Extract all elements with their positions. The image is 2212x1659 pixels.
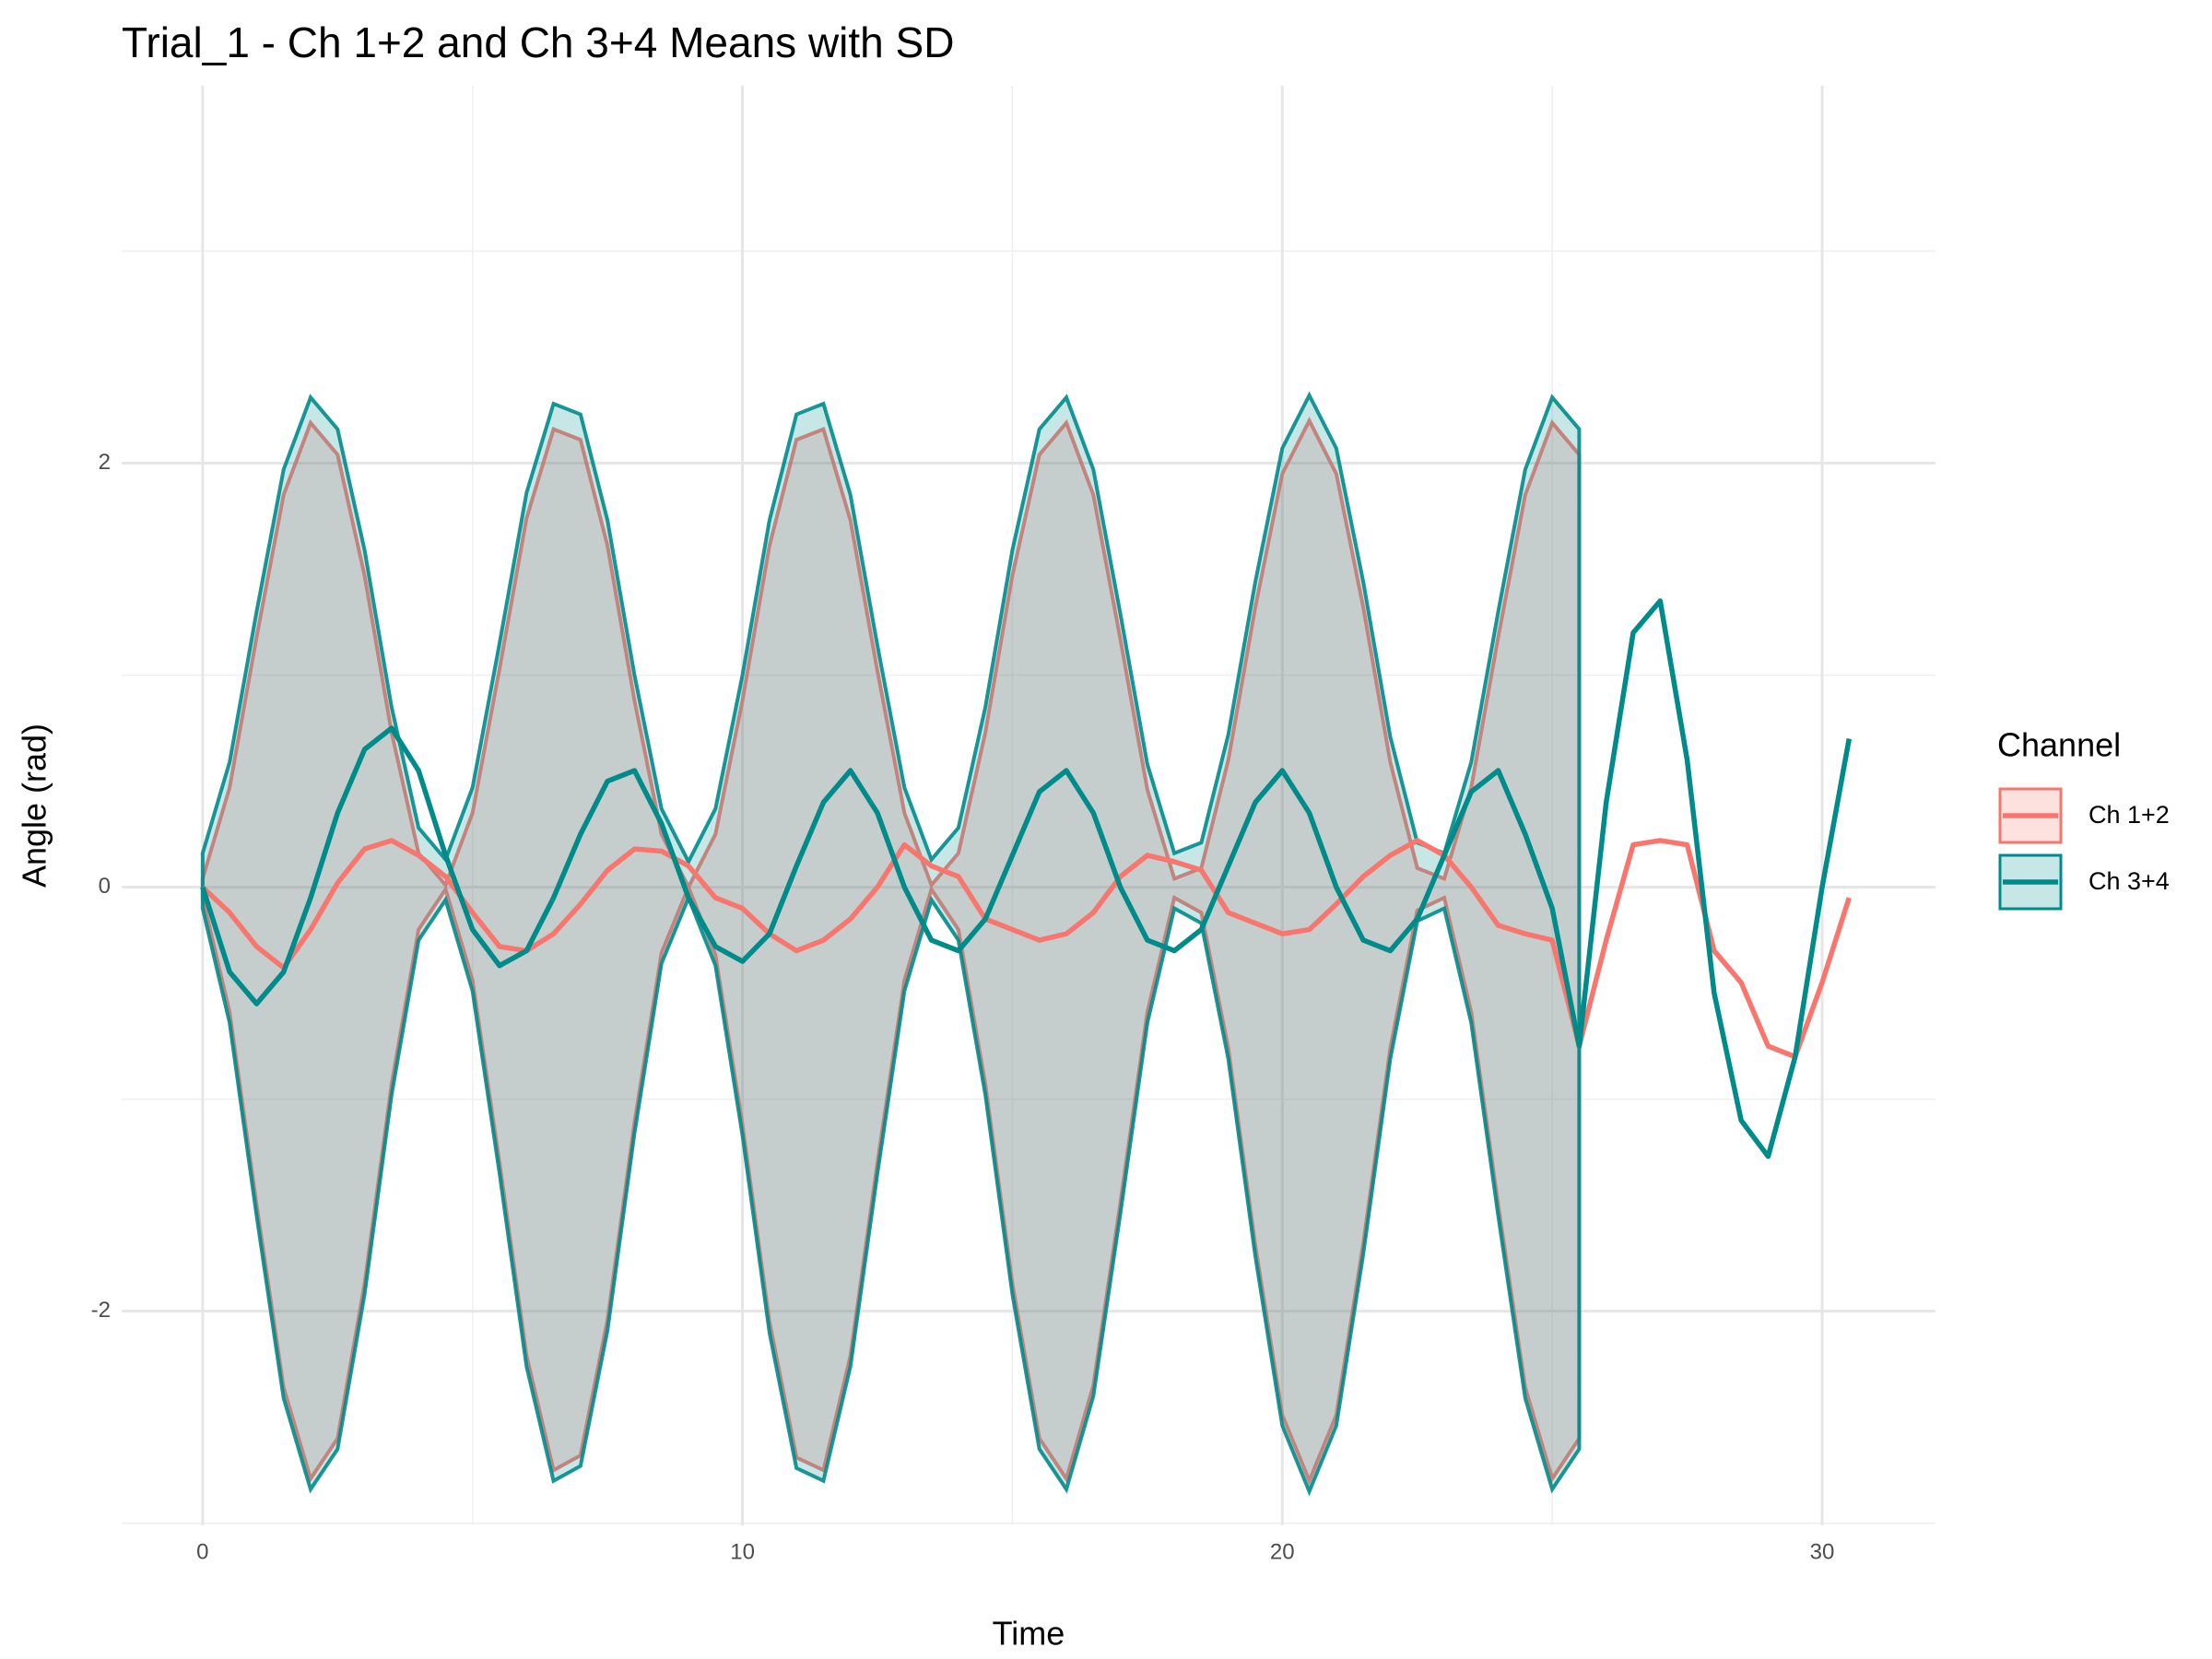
legend: Ch 1+2 Ch 3+4 xyxy=(1998,787,2170,911)
x-axis-title: Time xyxy=(993,1615,1065,1653)
y-tick-label: 0 xyxy=(99,874,111,899)
sd-ribbon xyxy=(200,391,1582,1497)
x-tick-label: 30 xyxy=(1810,1539,1835,1564)
x-tick-label: 20 xyxy=(1270,1539,1295,1564)
grid xyxy=(122,86,1936,1525)
x-tick-label: 0 xyxy=(196,1539,208,1564)
chart-title: Trial_1 - Ch 1+2 and Ch 3+4 Means with S… xyxy=(122,18,954,66)
lines xyxy=(200,598,1852,1159)
y-tick-label: -2 xyxy=(91,1298,111,1323)
legend-label: Ch 3+4 xyxy=(2088,867,2170,895)
legend-label: Ch 1+2 xyxy=(2088,801,2170,829)
y-axis-title: Angle (rad) xyxy=(16,724,53,888)
y-tick-label: 2 xyxy=(99,450,111,475)
mean-line xyxy=(200,598,1852,1159)
x-tick-label: 10 xyxy=(730,1539,755,1564)
legend-title: Channel xyxy=(1997,726,2121,764)
